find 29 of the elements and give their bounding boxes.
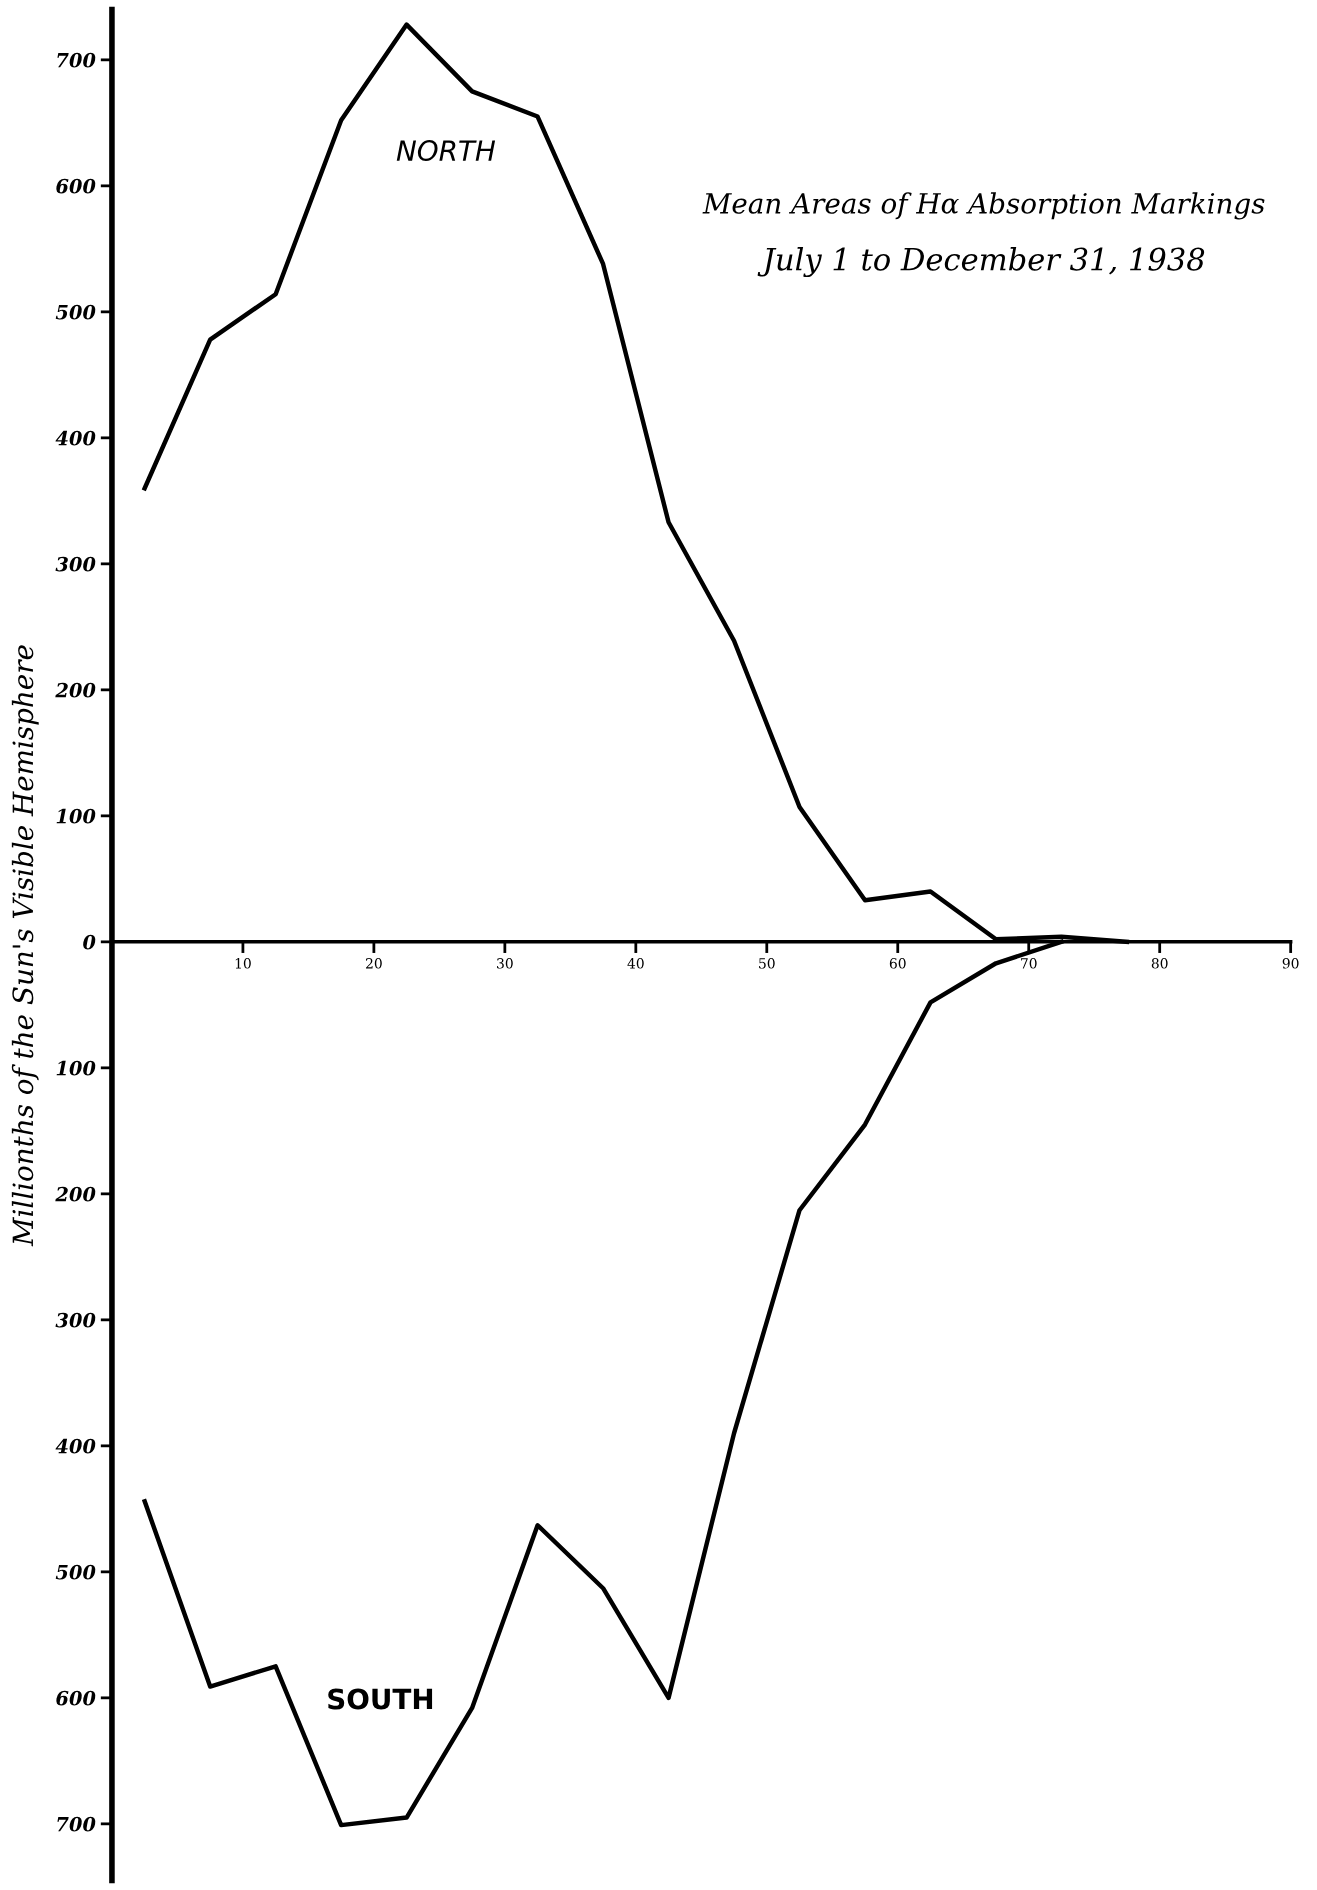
series-label: NORTH (396, 140, 496, 162)
y-tick-label: 200 (55, 1186, 96, 1202)
y-tick-label: 300 (55, 556, 96, 572)
x-tick-label: 90 (1282, 958, 1299, 969)
x-tick-label: 80 (1151, 958, 1168, 969)
y-axis-title: Millionths of the Sun's Visible Hemisphere (11, 645, 39, 1247)
x-tick-label: 30 (497, 958, 513, 969)
y-tick-label: 600 (56, 1690, 96, 1706)
y-tick-label: 0 (83, 934, 96, 950)
y-tick-label: 100 (56, 1060, 96, 1076)
y-tick-label: 500 (55, 1564, 96, 1580)
y-tick-label: 700 (57, 1816, 96, 1832)
series-label: SOUTH (328, 1688, 433, 1710)
y-tick-label: 400 (55, 430, 96, 446)
y-tick-label: 600 (56, 178, 96, 194)
x-tick-label: 10 (235, 958, 251, 969)
x-tick-label: 40 (627, 958, 644, 969)
y-tick-label: 100 (56, 808, 96, 824)
x-tick-label: 60 (889, 958, 906, 969)
y-tick-label: 200 (55, 682, 96, 698)
text: Mean Areas of Hα Absorption Markings (702, 192, 1265, 220)
x-tick-label: 70 (1021, 958, 1037, 969)
y-tick-label: 500 (55, 304, 96, 320)
y-tick-label: 300 (55, 1312, 96, 1328)
text: July 1 to December 31, 1938 (757, 247, 1205, 278)
y-tick-label: 700 (57, 52, 96, 68)
x-tick-label: 50 (759, 958, 775, 969)
y-tick-label: 400 (55, 1438, 96, 1454)
x-tick-label: 20 (365, 958, 382, 969)
